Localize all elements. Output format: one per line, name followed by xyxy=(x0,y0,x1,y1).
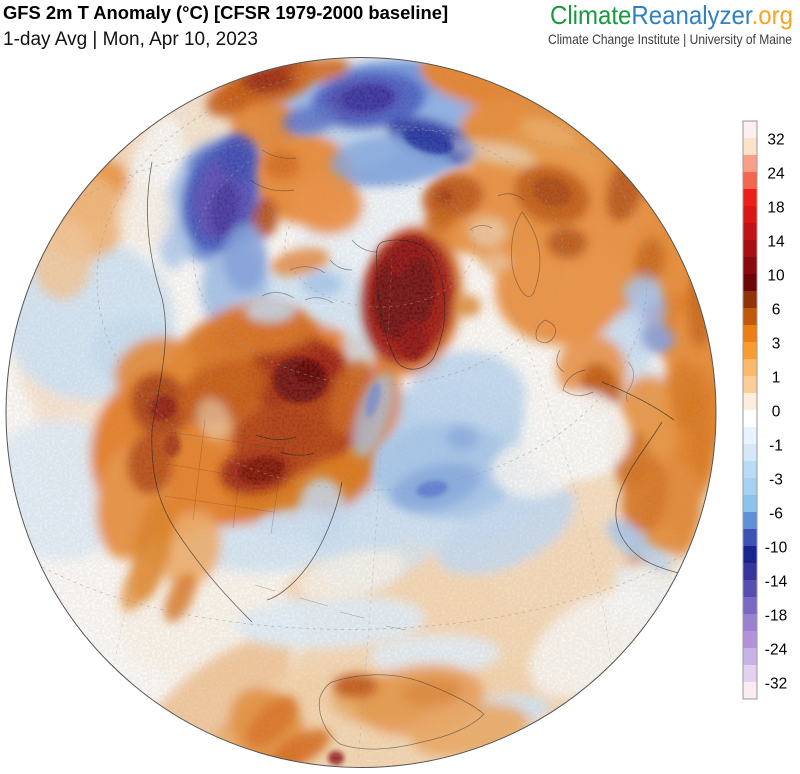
svg-text:Climate Change Institute | Uni: Climate Change Institute | University of… xyxy=(548,32,792,47)
svg-text:-24: -24 xyxy=(765,642,788,659)
svg-text:0: 0 xyxy=(772,404,781,421)
svg-text:1-day Avg | Mon, Apr 10, 2023: 1-day Avg | Mon, Apr 10, 2023 xyxy=(3,29,258,50)
svg-text:24: 24 xyxy=(767,166,785,183)
svg-text:14: 14 xyxy=(767,234,785,251)
svg-text:ClimateReanalyzer.org: ClimateReanalyzer.org xyxy=(550,0,793,30)
svg-text:32: 32 xyxy=(767,132,784,149)
svg-text:-3: -3 xyxy=(769,472,783,489)
svg-text:10: 10 xyxy=(767,268,785,285)
svg-text:6: 6 xyxy=(772,302,781,319)
svg-text:-32: -32 xyxy=(765,676,787,693)
svg-text:-18: -18 xyxy=(765,608,787,625)
svg-text:18: 18 xyxy=(767,200,784,217)
svg-text:GFS 2m T Anomaly (°C) [CFSR 19: GFS 2m T Anomaly (°C) [CFSR 1979-2000 ba… xyxy=(3,2,448,23)
svg-text:-1: -1 xyxy=(769,438,783,455)
svg-text:3: 3 xyxy=(772,336,781,353)
svg-text:-14: -14 xyxy=(765,574,788,591)
svg-text:-6: -6 xyxy=(769,506,783,523)
svg-text:-10: -10 xyxy=(765,540,788,557)
svg-text:1: 1 xyxy=(772,370,781,387)
